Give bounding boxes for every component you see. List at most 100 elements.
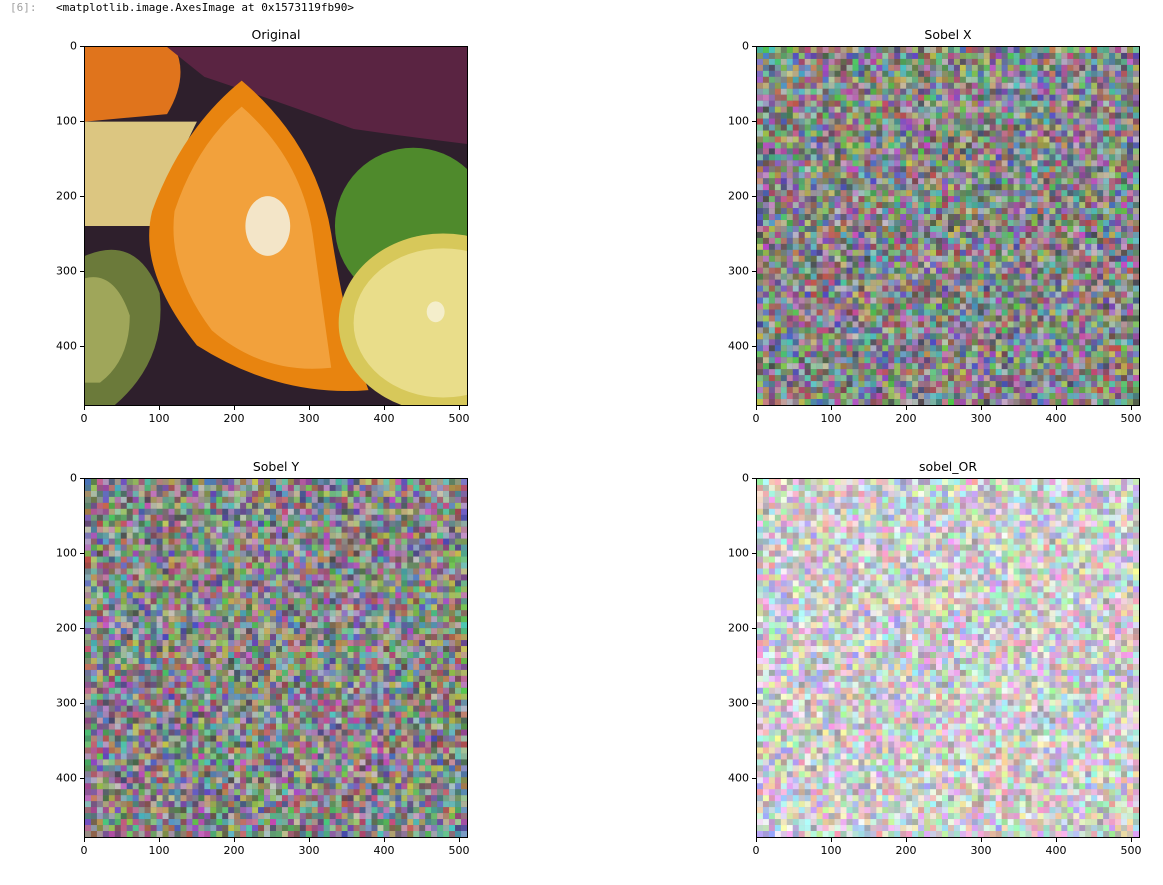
panel-title: Sobel Y [253, 459, 299, 474]
x-tick-mark [84, 406, 85, 410]
image-content [757, 47, 1139, 405]
x-tick-label: 100 [821, 412, 842, 425]
y-tick-mark [80, 703, 84, 704]
x-tick-mark [459, 838, 460, 842]
x-tick-label: 400 [374, 412, 395, 425]
panel-title: Sobel X [924, 27, 971, 42]
y-tick-mark [80, 346, 84, 347]
x-tick-mark [159, 838, 160, 842]
x-tick-mark [906, 406, 907, 410]
y-tick-label: 0 [70, 472, 77, 485]
x-tick-mark [309, 838, 310, 842]
noise-pixels [757, 479, 1139, 837]
panel-title: Original [252, 27, 301, 42]
y-tick-label: 200 [56, 190, 77, 203]
orange-pith [245, 196, 290, 256]
y-tick-mark [752, 346, 756, 347]
image-axes [756, 46, 1140, 406]
y-tick-mark [752, 196, 756, 197]
y-tick-mark [80, 478, 84, 479]
x-tick-mark [1131, 406, 1132, 410]
x-tick-mark [234, 838, 235, 842]
y-tick-label: 200 [56, 622, 77, 635]
x-tick-mark [981, 838, 982, 842]
image-axes [756, 478, 1140, 838]
cell-prompt: [6]: [10, 1, 37, 14]
y-tick-mark [752, 46, 756, 47]
y-tick-label: 0 [70, 40, 77, 53]
x-tick-label: 300 [299, 412, 320, 425]
x-tick-label: 500 [449, 844, 470, 857]
y-tick-label: 100 [728, 547, 749, 560]
image-axes [84, 478, 468, 838]
x-tick-label: 200 [224, 844, 245, 857]
x-tick-label: 0 [81, 412, 88, 425]
x-tick-label: 100 [149, 844, 170, 857]
y-tick-label: 0 [742, 40, 749, 53]
x-tick-label: 400 [1046, 412, 1067, 425]
x-tick-mark [981, 406, 982, 410]
x-tick-label: 200 [896, 844, 917, 857]
x-tick-mark [756, 838, 757, 842]
y-tick-mark [752, 121, 756, 122]
x-tick-label: 500 [1121, 412, 1142, 425]
x-tick-mark [309, 406, 310, 410]
x-tick-label: 100 [821, 844, 842, 857]
y-tick-mark [752, 271, 756, 272]
y-tick-mark [80, 553, 84, 554]
y-tick-label: 200 [728, 622, 749, 635]
y-tick-label: 100 [728, 115, 749, 128]
x-tick-label: 500 [1121, 844, 1142, 857]
y-tick-label: 300 [728, 265, 749, 278]
x-tick-mark [459, 406, 460, 410]
y-tick-mark [752, 478, 756, 479]
y-tick-label: 400 [728, 340, 749, 353]
x-tick-label: 0 [81, 844, 88, 857]
noise-pixels [757, 47, 1139, 405]
x-tick-label: 300 [971, 412, 992, 425]
noise-pixels [85, 479, 467, 837]
y-tick-label: 200 [728, 190, 749, 203]
y-tick-mark [752, 553, 756, 554]
y-tick-mark [752, 778, 756, 779]
lemon-center [427, 301, 445, 322]
x-tick-label: 500 [449, 412, 470, 425]
image-content [85, 479, 467, 837]
x-tick-label: 300 [299, 844, 320, 857]
x-tick-mark [1056, 838, 1057, 842]
x-tick-label: 0 [753, 412, 760, 425]
y-tick-label: 400 [56, 340, 77, 353]
x-tick-mark [1131, 838, 1132, 842]
y-tick-mark [80, 271, 84, 272]
orange-top-left [85, 47, 181, 122]
y-tick-label: 0 [742, 472, 749, 485]
x-tick-mark [756, 406, 757, 410]
x-tick-label: 300 [971, 844, 992, 857]
x-tick-mark [906, 838, 907, 842]
y-tick-label: 100 [56, 547, 77, 560]
x-tick-label: 400 [374, 844, 395, 857]
y-tick-label: 300 [56, 265, 77, 278]
x-tick-mark [384, 406, 385, 410]
x-tick-label: 200 [224, 412, 245, 425]
x-tick-label: 0 [753, 844, 760, 857]
panel-title: sobel_OR [919, 459, 977, 474]
x-tick-mark [384, 838, 385, 842]
y-tick-label: 300 [56, 697, 77, 710]
y-tick-mark [80, 778, 84, 779]
output-repr-text: <matplotlib.image.AxesImage at 0x1573119… [56, 1, 354, 14]
x-tick-label: 200 [896, 412, 917, 425]
x-tick-mark [1056, 406, 1057, 410]
y-tick-mark [80, 196, 84, 197]
y-tick-mark [752, 628, 756, 629]
x-tick-label: 400 [1046, 844, 1067, 857]
x-tick-mark [234, 406, 235, 410]
y-tick-mark [80, 46, 84, 47]
image-axes [84, 46, 468, 406]
image-content [85, 47, 467, 405]
x-tick-mark [159, 406, 160, 410]
y-tick-label: 100 [56, 115, 77, 128]
y-tick-mark [80, 628, 84, 629]
y-tick-mark [752, 703, 756, 704]
